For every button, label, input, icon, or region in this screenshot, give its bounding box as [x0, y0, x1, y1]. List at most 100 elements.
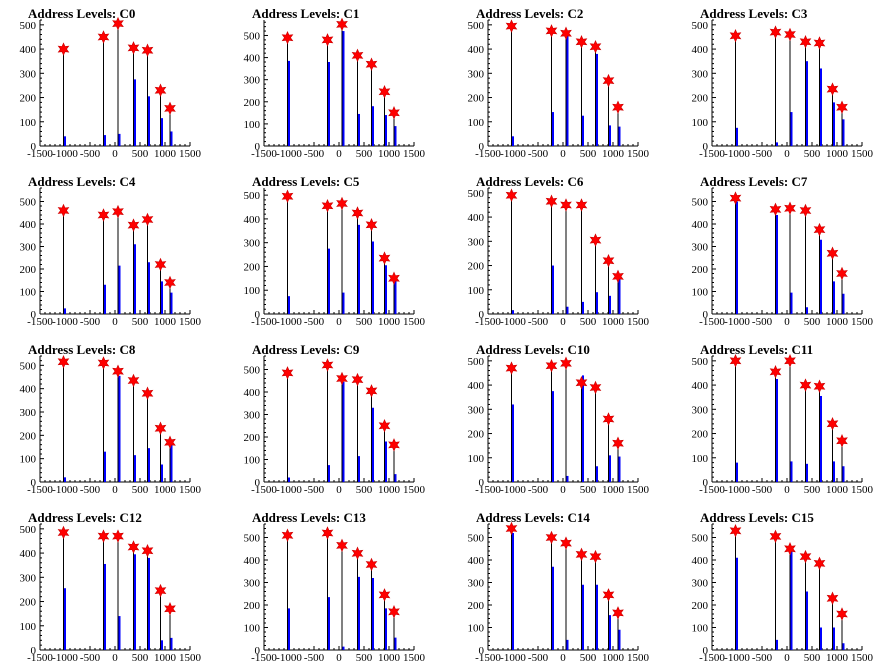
peak-marker	[57, 525, 70, 540]
peak-marker	[365, 57, 378, 71]
peak-marker	[164, 101, 176, 116]
x-tick-label: -1000	[724, 652, 750, 664]
peak-marker	[97, 30, 110, 44]
chart-plot: 0 100 200 300 400 500 -1500 -1000 -500 0 500 1000 15…	[692, 354, 874, 496]
y-tick-label: 200	[244, 600, 261, 612]
y-tick-label: 400	[468, 44, 485, 56]
peak-marker	[388, 438, 400, 452]
data-bar	[161, 118, 163, 146]
x-tick-label: 1500	[627, 316, 650, 328]
x-tick-label: 1500	[403, 316, 426, 328]
peak-marker	[164, 275, 176, 290]
y-tick-label: 300	[692, 404, 709, 416]
y-tick-label: 200	[468, 93, 485, 105]
y-tick-label: 400	[468, 380, 485, 392]
x-tick-label: 1000	[602, 652, 625, 664]
data-bar	[833, 281, 835, 314]
y-tick-label: 300	[244, 410, 261, 422]
peak-marker	[784, 542, 796, 556]
x-tick-label: -1000	[500, 148, 526, 160]
x-tick-label: 500	[356, 652, 373, 664]
peak-marker	[378, 588, 391, 602]
peak-marker	[769, 365, 782, 379]
y-tick-label: 100	[244, 623, 261, 635]
peak-marker	[589, 549, 602, 564]
y-tick-label: 0	[255, 645, 261, 657]
x-tick-label: 0	[112, 148, 118, 160]
data-bar	[328, 465, 330, 482]
data-bar	[618, 126, 621, 146]
peak-marker	[589, 380, 602, 395]
x-tick-label: 1000	[154, 148, 177, 160]
chart-title: Address Levels: C2	[476, 6, 584, 21]
y-tick-label: 200	[244, 97, 261, 109]
y-tick-label: 400	[692, 380, 709, 392]
x-tick-label: 0	[560, 652, 566, 664]
x-tick-label: 1500	[627, 148, 650, 160]
chart-panel: Address Levels: C1 0 100 200 300 400 500 -1500-…	[224, 0, 448, 168]
y-tick-label: 300	[692, 68, 709, 80]
data-bar	[806, 307, 808, 314]
x-tick-label: 500	[804, 148, 821, 160]
peak-marker	[336, 17, 348, 32]
data-bar	[609, 615, 611, 650]
peak-marker	[545, 530, 558, 545]
x-tick-label: -1000	[724, 148, 750, 160]
y-tick-label: 100	[468, 453, 485, 465]
y-tick-label: 500	[692, 20, 709, 32]
peak-marker	[127, 540, 140, 554]
x-tick-label: -500	[752, 148, 773, 160]
y-tick-label: 400	[244, 53, 261, 65]
chart-panel: Address Levels: C7 0 100 200 300 400 500 -1500-…	[672, 168, 896, 336]
peak-marker	[365, 557, 378, 572]
chart-title: Address Levels: C15	[700, 510, 814, 525]
y-tick-label: 100	[244, 119, 261, 131]
data-bar	[134, 455, 136, 482]
peak-marker	[799, 35, 812, 49]
data-bar	[104, 284, 106, 314]
chart-title: Address Levels: C3	[700, 6, 808, 21]
data-bar	[806, 591, 808, 650]
peak-marker	[589, 39, 602, 54]
peak-marker	[799, 203, 812, 218]
data-bar	[820, 68, 822, 146]
x-tick-label: 0	[336, 148, 342, 160]
peak-marker	[836, 434, 848, 448]
data-bar	[328, 62, 330, 146]
peak-marker	[836, 100, 848, 114]
x-tick-label: 500	[804, 316, 821, 328]
x-tick-label: -1000	[276, 316, 302, 328]
x-tick-label: -1000	[724, 316, 750, 328]
data-bar	[118, 375, 121, 482]
x-tick-label: 0	[784, 652, 790, 664]
data-bar	[842, 293, 845, 314]
x-tick-label: -500	[528, 652, 549, 664]
x-tick-label: -500	[528, 316, 549, 328]
data-bar	[104, 563, 106, 650]
x-tick-label: 500	[580, 148, 597, 160]
data-bar	[372, 106, 374, 146]
peak-marker	[545, 194, 558, 209]
peak-marker	[545, 358, 558, 373]
data-bar	[358, 224, 360, 314]
y-tick-label: 400	[244, 555, 261, 567]
peak-marker	[164, 602, 176, 616]
data-bar	[148, 262, 150, 314]
chart-plot: 0 100 200 300 400 500 -1500 -1000 -500 0 500 1000 15…	[20, 187, 202, 328]
data-bar	[394, 280, 397, 314]
peak-marker	[575, 547, 588, 562]
x-tick-label: 1500	[627, 484, 650, 496]
peak-marker	[154, 257, 167, 272]
peak-marker	[378, 85, 391, 99]
peak-marker	[784, 354, 796, 368]
data-bar	[806, 463, 808, 482]
data-bar	[596, 53, 598, 146]
y-tick-label: 500	[468, 356, 485, 368]
peak-marker	[799, 549, 812, 564]
y-tick-label: 200	[692, 600, 709, 612]
x-tick-label: -1500	[475, 316, 501, 328]
x-tick-label: -1000	[724, 484, 750, 496]
y-tick-label: 200	[692, 429, 709, 441]
data-bar	[64, 588, 66, 650]
x-tick-label: 0	[112, 484, 118, 496]
